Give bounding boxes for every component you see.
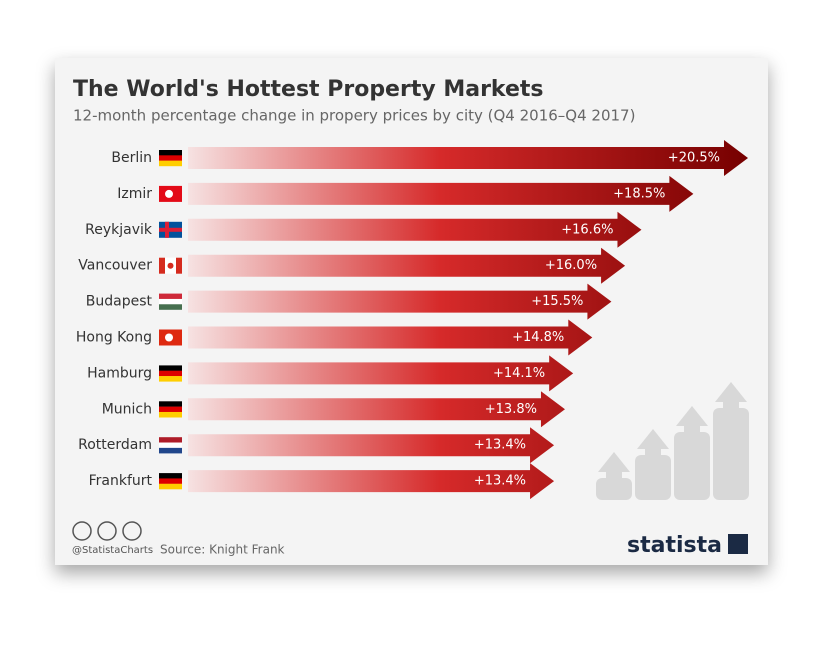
flag-leaf: [167, 262, 174, 269]
coins-icon: [596, 382, 749, 500]
flag-stripe: [159, 483, 182, 490]
flags: [159, 150, 182, 490]
brand: statista: [627, 533, 722, 558]
flag-stripe: [159, 442, 182, 449]
flag-stripe: [159, 304, 182, 310]
cc-icons: [72, 521, 142, 541]
brand-logo: [728, 534, 748, 554]
flag-stripe: [159, 406, 182, 413]
value-label: +14.1%: [493, 366, 545, 381]
flag-stripe: [159, 447, 182, 454]
value-label: +13.4%: [474, 474, 526, 489]
flag-stripe: [159, 411, 182, 418]
source: Source: Knight Frank: [160, 543, 285, 557]
flag-emblem: [165, 333, 173, 342]
flag-stripe: [159, 376, 182, 382]
bar: [188, 175, 694, 212]
category-label: Munich: [102, 401, 152, 417]
value-label: +13.4%: [474, 438, 526, 453]
category-label: Vancouver: [78, 258, 152, 274]
category-label: Reykjavik: [85, 222, 153, 238]
value-label: +14.8%: [512, 330, 564, 345]
category-label: Budapest: [86, 294, 153, 310]
category-label: Hamburg: [87, 365, 152, 381]
flag-cross: [165, 221, 169, 238]
flag-cross: [159, 227, 182, 232]
category-label: Rotterdam: [78, 437, 152, 453]
flag-stripe: [159, 293, 182, 300]
value-label: +16.0%: [545, 258, 597, 273]
category-label: Izmir: [117, 186, 152, 202]
flag-stripe: [159, 155, 182, 161]
bar: [188, 319, 593, 356]
flag-stripe: [159, 478, 182, 484]
flag-stripe: [159, 370, 182, 377]
bar: [188, 283, 612, 320]
bar: [188, 140, 748, 176]
value-label: +13.8%: [485, 402, 537, 417]
category-label: Berlin: [111, 150, 152, 166]
flag-stripe: [159, 401, 182, 407]
value-label: +18.5%: [613, 186, 665, 201]
bar: [188, 391, 565, 428]
bar: [188, 427, 555, 464]
flag-side: [176, 257, 182, 274]
value-label: +15.5%: [531, 294, 583, 309]
flag-stripe: [159, 365, 182, 371]
chart-title: The World's Hottest Property Markets: [73, 77, 544, 102]
flag-side: [159, 257, 165, 274]
flag-stripe: [159, 473, 182, 479]
flag-emblem: [165, 189, 173, 198]
flag-stripe: [159, 160, 182, 167]
bar: [188, 211, 642, 248]
flag-stripe: [159, 298, 182, 305]
category-label: Frankfurt: [89, 473, 153, 489]
value-label: +16.6%: [561, 222, 613, 237]
subtitle: 12-month percentage change in propery pr…: [73, 107, 635, 125]
flag-stripe: [159, 437, 182, 443]
bar: [188, 463, 555, 500]
flag-stripe: [159, 150, 182, 156]
bar: [188, 247, 626, 284]
value-label: +20.5%: [668, 151, 720, 166]
category-label: Hong Kong: [76, 330, 152, 346]
handle: @StatistaCharts: [72, 545, 153, 556]
bar: [188, 355, 574, 392]
